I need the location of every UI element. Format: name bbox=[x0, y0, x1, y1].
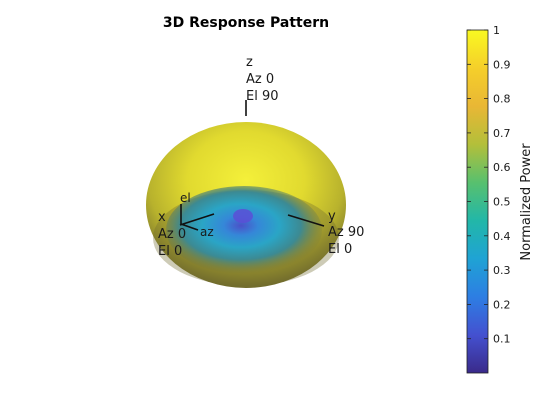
colorbar-tick-label: 0.1 bbox=[493, 333, 511, 346]
x-axis-label: x bbox=[158, 210, 166, 225]
colorbar-tick-label: 0.7 bbox=[493, 127, 511, 140]
y-axis-line bbox=[287, 214, 325, 227]
az-axis-label: az bbox=[200, 225, 214, 239]
colorbar-tick-label: 0.4 bbox=[493, 230, 511, 243]
z-axis-az-label: Az 0 bbox=[246, 72, 274, 87]
chart-title: 3D Response Pattern bbox=[163, 15, 329, 31]
colorbar-tick-label: 1 bbox=[493, 24, 500, 37]
y-axis-label: y bbox=[328, 209, 336, 224]
colorbar-tick-label: 0.9 bbox=[493, 58, 511, 71]
el-axis-label: el bbox=[180, 191, 191, 205]
colorbar-tick-label: 0.3 bbox=[493, 264, 511, 277]
pattern-null-core bbox=[233, 209, 253, 223]
colorbar-tick-label: 0.8 bbox=[493, 93, 511, 106]
pattern-null-region bbox=[166, 186, 322, 274]
x-axis-az-label: Az 0 bbox=[158, 227, 186, 242]
local-az-axis bbox=[180, 223, 199, 231]
colorbar-tick-label: 0.2 bbox=[493, 298, 511, 311]
y-axis-el-label: El 0 bbox=[328, 242, 352, 257]
x-axis-el-label: El 0 bbox=[158, 244, 182, 259]
z-axis-label: z bbox=[246, 55, 253, 70]
colorbar-ticks: 0.1 0.2 0.3 0.4 0.5 0.6 0.7 0.8 0.9 1 bbox=[467, 24, 511, 346]
y-axis-az-label: Az 90 bbox=[328, 225, 364, 240]
x-axis-line bbox=[179, 213, 215, 226]
colorbar-label: Normalized Power bbox=[519, 143, 534, 261]
z-axis-el-label: El 90 bbox=[246, 89, 279, 104]
pattern-surface bbox=[146, 122, 346, 288]
axes bbox=[179, 100, 325, 231]
colorbar-tick-label: 0.5 bbox=[493, 196, 511, 209]
colorbar-tick-label: 0.6 bbox=[493, 161, 511, 174]
colorbar: 0.1 0.2 0.3 0.4 0.5 0.6 0.7 0.8 0.9 1 Normalized … bbox=[466, 24, 534, 374]
